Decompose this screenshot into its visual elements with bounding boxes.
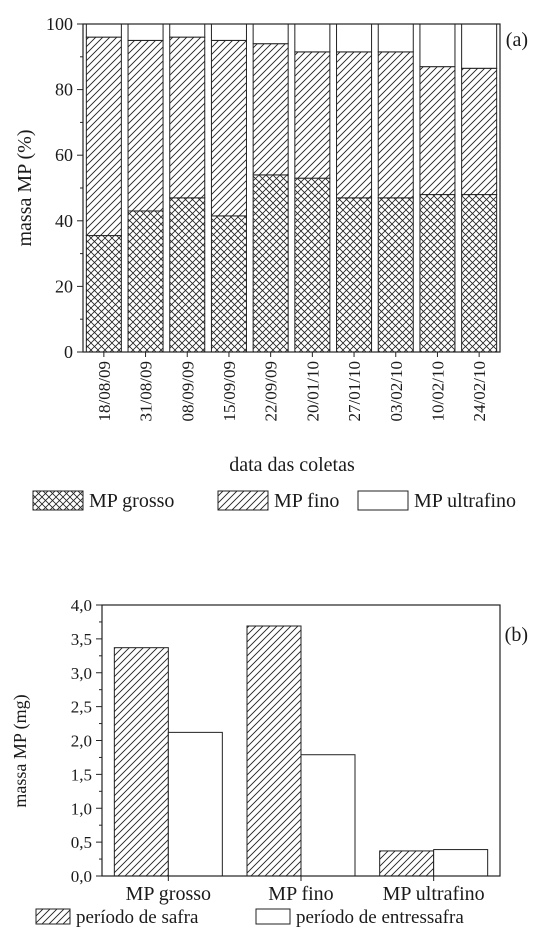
chart-b-legend-swatch-1: [255, 908, 291, 925]
chart-a-bar-mp-grosso-4: [252, 174, 289, 353]
chart-a-bar-mp-grosso-1: [127, 210, 164, 353]
chart-a-legend-swatch-0: [32, 490, 84, 511]
chart-a-bar-mp-fino-2: [169, 36, 206, 199]
chart-b-y-tick-label-3: 1,5: [71, 765, 92, 784]
chart-a-x-tick-label-4: 22/09/09: [262, 361, 281, 421]
chart-a-bar-mp-fino-3: [210, 39, 247, 217]
chart-a-x-tick-label-7: 03/02/10: [387, 361, 406, 421]
chart-a-x-tick-label-9: 24/02/10: [470, 361, 489, 421]
chart-a-bar-mp-fino-8: [419, 66, 456, 196]
chart-b-x-ticks: MP grosso MP fino MP ultrafino: [126, 876, 485, 905]
chart-b-y-tick-label-6: 3,0: [71, 664, 92, 683]
chart-b-y-axis-label: massa MP (mg): [10, 694, 31, 807]
chart-a-bar-mp-fino-4: [252, 43, 289, 176]
chart-a-y-tick-label-2: 40: [55, 211, 73, 231]
chart-b-bar-entressafra-2: [433, 849, 489, 877]
chart-a-x-tick-label-8: 10/02/10: [428, 361, 447, 421]
chart-b-plot-area: 0,00,51,01,52,02,53,03,54,0 MP grosso MP …: [71, 596, 501, 905]
chart-a-y-ticks: 0 20 40 60 80 100: [46, 14, 83, 362]
chart-a-bar-mp-grosso-8: [419, 194, 456, 353]
chart-a-x-tick-label-6: 27/01/10: [345, 361, 364, 421]
chart-a-bar-mp-ultrafino-2: [169, 23, 206, 38]
chart-a-bar-mp-fino-9: [461, 67, 498, 196]
chart-a-panel-label: (a): [506, 29, 528, 51]
chart-a-bar-mp-ultrafino-4: [252, 23, 289, 45]
chart-b-legend-label-1: período de entressafra: [296, 907, 464, 928]
chart-b-bar-safra-0: [113, 647, 169, 877]
chart-a-y-tick-label-5: 100: [46, 14, 73, 34]
chart-b-x-tick-label-0: MP grosso: [126, 883, 211, 905]
chart-a-bar-mp-grosso-9: [461, 194, 498, 353]
chart-a-plot-area: 0 20 40 60 80 100 18/08/09 31/08/09 08/09/09 15/…: [46, 14, 501, 421]
chart-b-y-tick-label-1: 0,5: [71, 833, 92, 852]
chart-a-bar-mp-ultrafino-8: [419, 23, 456, 68]
chart-a-bars: [85, 23, 498, 353]
chart-a-y-tick-label-4: 80: [55, 80, 73, 100]
chart-b-panel-label: (b): [505, 624, 528, 646]
chart-b-bar-entressafra-1: [300, 754, 356, 877]
chart-a-bar-mp-fino-5: [294, 51, 331, 179]
chart-a-bar-mp-grosso-3: [210, 215, 247, 353]
chart-a-bar-mp-ultrafino-6: [336, 23, 373, 53]
chart-b-legend: período de safra período de entressafra: [35, 907, 464, 928]
chart-a-x-tick-label-1: 31/08/09: [137, 361, 156, 421]
chart-a-bar-mp-ultrafino-0: [85, 23, 122, 38]
chart-b-x-tick-label-2: MP ultrafino: [383, 883, 485, 905]
chart-a-bar-mp-grosso-2: [169, 197, 206, 353]
chart-a-bar-mp-ultrafino-1: [127, 23, 164, 41]
chart-a-bar-mp-grosso-5: [294, 177, 331, 353]
chart-b-legend-label-0: período de safra: [76, 907, 199, 928]
chart-a-bar-mp-grosso-7: [377, 197, 414, 353]
chart-b-y-tick-label-2: 1,0: [71, 799, 92, 818]
chart-a-y-tick-label-0: 0: [64, 342, 73, 362]
chart-a-x-tick-label-5: 20/01/10: [303, 361, 322, 421]
chart-a-y-tick-label-3: 60: [55, 145, 73, 165]
chart-a-bar-mp-ultrafino-7: [377, 23, 414, 53]
chart-b-y-tick-label-5: 2,5: [71, 698, 92, 717]
chart-b: 0,00,51,01,52,02,53,03,54,0 MP grosso MP …: [10, 596, 528, 928]
chart-b-bars: [113, 625, 489, 877]
chart-a-bar-mp-fino-7: [377, 51, 414, 199]
chart-a-bar-mp-grosso-0: [85, 235, 122, 353]
chart-a-legend-swatch-1: [217, 490, 269, 511]
chart-a-bar-mp-ultrafino-5: [294, 23, 331, 53]
chart-b-y-tick-label-7: 3,5: [71, 630, 92, 649]
chart-a-bar-mp-fino-1: [127, 39, 164, 212]
chart-a-x-tick-label-2: 08/09/09: [178, 361, 197, 421]
chart-b-legend-swatch-0: [35, 908, 71, 925]
chart-a-bar-mp-fino-6: [336, 51, 373, 199]
chart-a-y-tick-label-1: 20: [55, 276, 73, 296]
chart-a-x-tick-label-3: 15/09/09: [220, 361, 239, 421]
chart-a-legend-label-0: MP grosso: [89, 490, 174, 512]
chart-a-legend-label-1: MP fino: [274, 490, 339, 512]
chart-a-x-ticks: 18/08/09 31/08/09 08/09/09 15/09/09 22/09/09…: [95, 352, 489, 421]
chart-b-y-ticks: 0,0 0,5 1,0 1,5 2,0 2,5 3,0 3,5 4,0: [71, 596, 102, 886]
chart-a-y-axis-label: massa MP (%): [14, 129, 36, 246]
chart-a-bar-mp-fino-0: [85, 36, 122, 237]
chart-a-bar-mp-grosso-6: [336, 197, 373, 353]
chart-b-x-tick-label-1: MP fino: [268, 883, 333, 905]
chart-a-legend-swatch-2: [357, 490, 409, 511]
chart-a-x-axis-label: data das coletas: [229, 454, 355, 476]
chart-a-x-tick-label-0: 18/08/09: [95, 361, 114, 421]
chart-a-bar-mp-ultrafino-9: [461, 23, 498, 69]
chart-b-bar-safra-2: [379, 850, 435, 877]
chart-a-bar-mp-ultrafino-3: [210, 23, 247, 41]
chart-b-bar-entressafra-0: [167, 731, 223, 877]
chart-b-y-tick-label-4: 2,0: [71, 732, 92, 751]
chart-b-bar-safra-1: [246, 625, 302, 877]
chart-a-legend: MP grosso MP fino MP ultrafino: [32, 490, 516, 512]
chart-a: 0 20 40 60 80 100 18/08/09 31/08/09 08/09/09 15/…: [14, 14, 528, 512]
chart-b-y-tick-label-8: 4,0: [71, 596, 92, 615]
chart-a-legend-label-2: MP ultrafino: [414, 490, 516, 512]
chart-b-y-tick-label-0: 0,0: [71, 867, 92, 886]
